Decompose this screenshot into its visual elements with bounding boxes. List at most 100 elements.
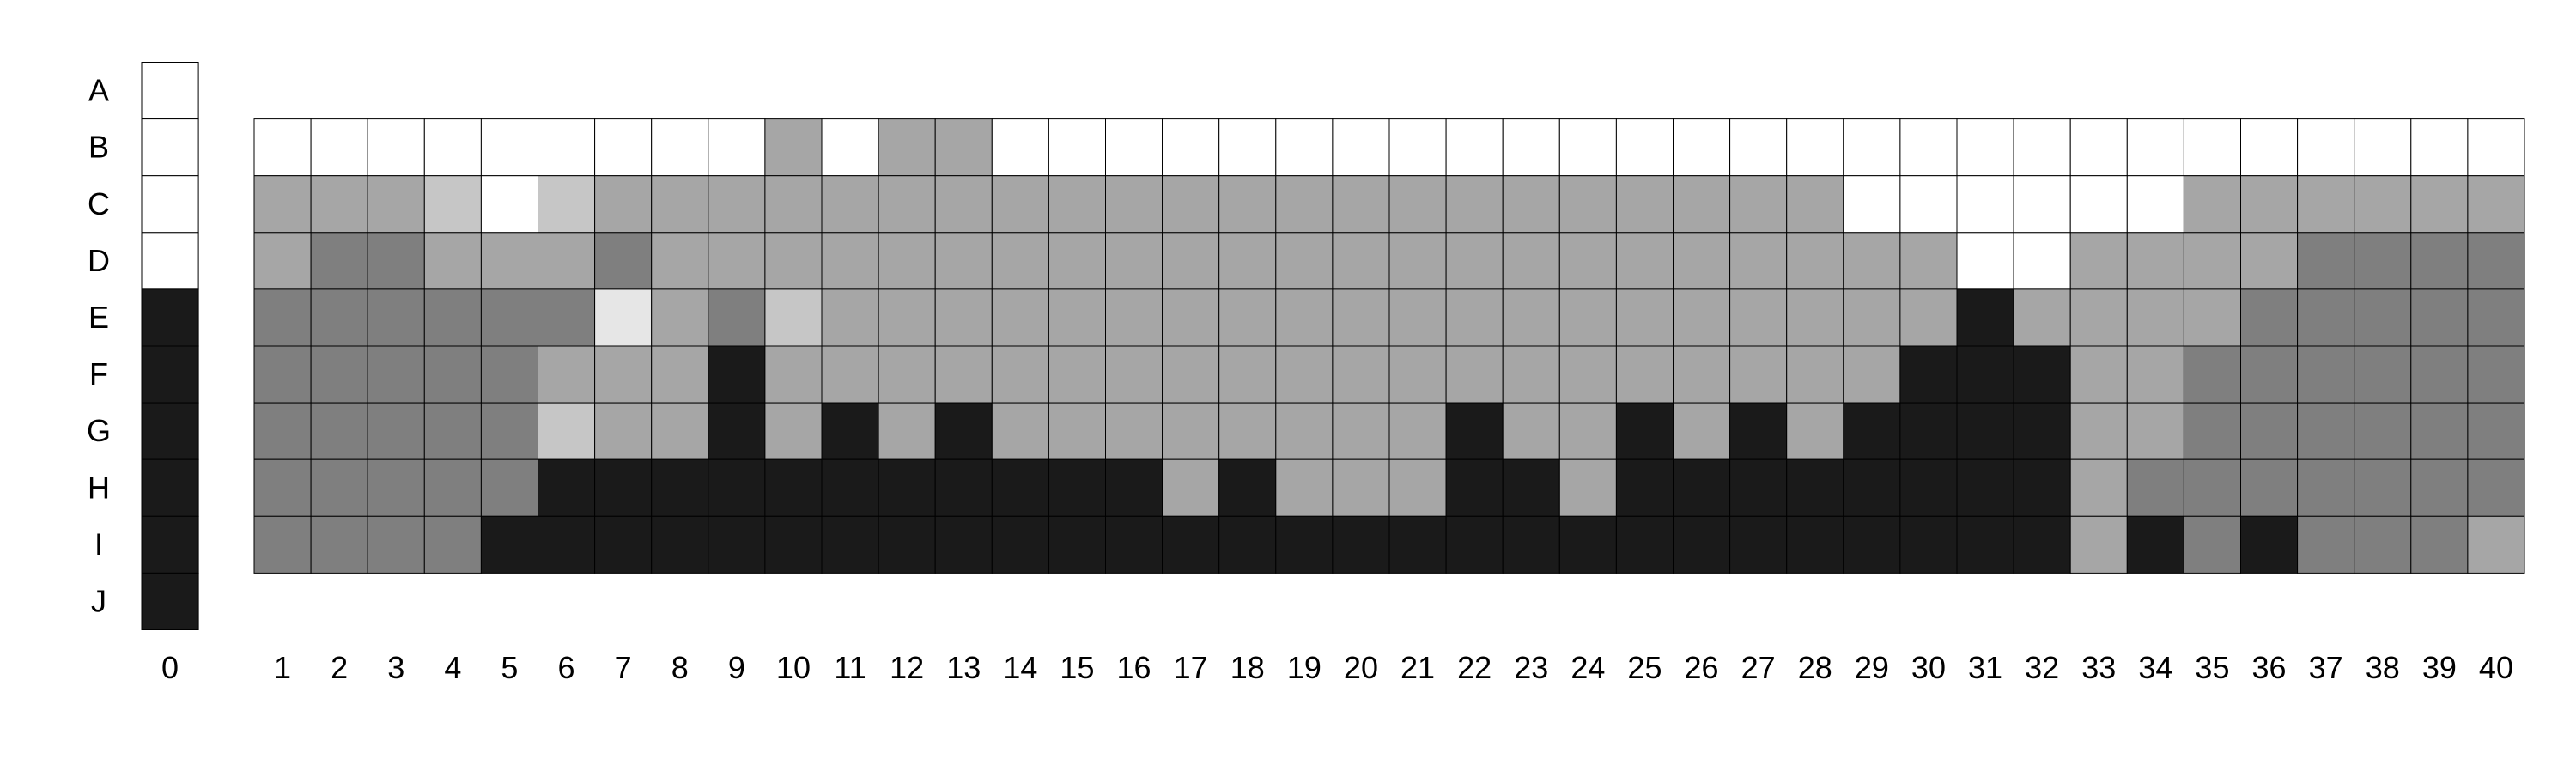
cell-g-20 [1332, 402, 1390, 460]
cell-b-15 [1048, 118, 1107, 177]
cell-e-29 [1843, 288, 1901, 347]
cell-c-2 [310, 175, 368, 234]
cell-c-34 [2126, 175, 2184, 234]
cell-c-1 [253, 175, 312, 234]
cell-d-21 [1388, 232, 1447, 290]
cell-h-19 [1275, 458, 1334, 517]
cell-c-38 [2354, 175, 2412, 234]
column-label-17: 17 [1174, 650, 1208, 685]
row-label-e: E [88, 300, 109, 335]
cell-e-35 [2183, 288, 2241, 347]
cell-d-4 [423, 232, 482, 290]
cell-b-5 [480, 118, 539, 177]
cell-e-8 [651, 288, 709, 347]
cell-b-40 [2467, 118, 2525, 177]
column-label-10: 10 [776, 650, 811, 685]
cell-d-31 [1956, 232, 2014, 290]
column-label-19: 19 [1287, 650, 1321, 685]
cell-d-12 [878, 232, 936, 290]
cell-i-38 [2354, 515, 2412, 574]
cell-f-31 [1956, 345, 2014, 404]
cell-f-11 [821, 345, 879, 404]
column-label-31: 31 [1968, 650, 2002, 685]
cell-i-10 [764, 515, 823, 574]
cell-f-21 [1388, 345, 1447, 404]
cell-e-5 [480, 288, 539, 347]
cell-g-4 [423, 402, 482, 460]
cell-e-3 [367, 288, 425, 347]
cell-h-30 [1899, 458, 1958, 517]
cell-g-15 [1048, 402, 1107, 460]
cell-b-9 [708, 118, 766, 177]
cell-d-16 [1105, 232, 1163, 290]
cell-h-31 [1956, 458, 2014, 517]
cell-h-35 [2183, 458, 2241, 517]
cell-b-26 [1673, 118, 1731, 177]
cell-c-15 [1048, 175, 1107, 234]
cell-b-10 [764, 118, 823, 177]
cell-d-24 [1558, 232, 1617, 290]
cell-f-38 [2354, 345, 2412, 404]
cell-i-3 [367, 515, 425, 574]
cell-b-16 [1105, 118, 1163, 177]
cell-c-13 [934, 175, 993, 234]
cell-e-19 [1275, 288, 1334, 347]
cell-e-4 [423, 288, 482, 347]
cell-e-26 [1673, 288, 1731, 347]
column-label-23: 23 [1514, 650, 1548, 685]
cell-f-32 [2013, 345, 2071, 404]
row-label-c: C [88, 186, 110, 222]
cell-e-34 [2126, 288, 2184, 347]
cell-i-7 [594, 515, 653, 574]
row-label-b: B [88, 130, 109, 165]
cell-i-40 [2467, 515, 2525, 574]
cell-b-35 [2183, 118, 2241, 177]
cell-g-38 [2354, 402, 2412, 460]
cell-g-26 [1673, 402, 1731, 460]
cell-g-2 [310, 402, 368, 460]
cell-h-40 [2467, 458, 2525, 517]
column-label-33: 33 [2081, 650, 2116, 685]
cell-d-34 [2126, 232, 2184, 290]
cell-i-2 [310, 515, 368, 574]
cell-e-10 [764, 288, 823, 347]
cell-c-21 [1388, 175, 1447, 234]
cell-f-18 [1218, 345, 1277, 404]
cell-e-28 [1786, 288, 1844, 347]
cell-g-9 [708, 402, 766, 460]
cell-b-4 [423, 118, 482, 177]
cell-h-18 [1218, 458, 1277, 517]
cell-d-17 [1162, 232, 1220, 290]
cell-b-25 [1615, 118, 1674, 177]
cell-b-0 [141, 118, 199, 177]
cell-g-27 [1729, 402, 1788, 460]
cell-b-23 [1502, 118, 1560, 177]
cell-h-37 [2297, 458, 2355, 517]
cell-b-2 [310, 118, 368, 177]
cell-f-10 [764, 345, 823, 404]
cell-d-26 [1673, 232, 1731, 290]
cell-h-27 [1729, 458, 1788, 517]
cell-g-3 [367, 402, 425, 460]
cell-f-23 [1502, 345, 1560, 404]
cell-h-25 [1615, 458, 1674, 517]
cell-f-20 [1332, 345, 1390, 404]
cell-g-11 [821, 402, 879, 460]
cell-g-1 [253, 402, 312, 460]
cell-e-15 [1048, 288, 1107, 347]
cell-b-34 [2126, 118, 2184, 177]
cell-i-39 [2410, 515, 2469, 574]
cell-f-27 [1729, 345, 1788, 404]
cell-h-34 [2126, 458, 2184, 517]
column-label-18: 18 [1230, 650, 1265, 685]
cell-h-14 [991, 458, 1049, 517]
cell-c-35 [2183, 175, 2241, 234]
cell-c-20 [1332, 175, 1390, 234]
column-label-0: 0 [161, 650, 179, 685]
cell-d-29 [1843, 232, 1901, 290]
cell-h-5 [480, 458, 539, 517]
cell-b-19 [1275, 118, 1334, 177]
cell-e-31 [1956, 288, 2014, 347]
